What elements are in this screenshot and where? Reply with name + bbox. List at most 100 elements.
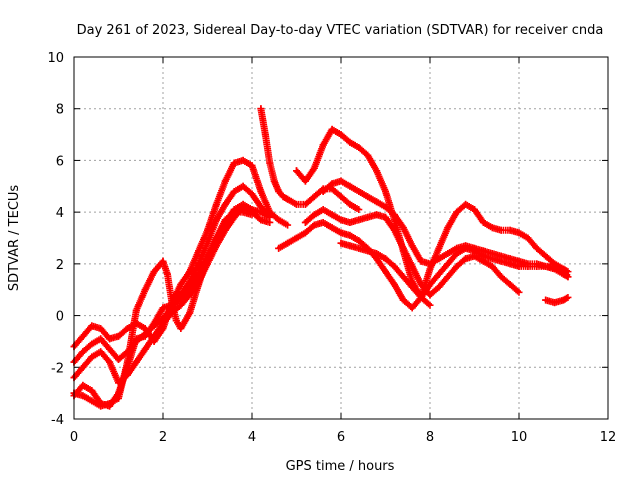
data-point	[426, 291, 434, 299]
data-point	[106, 358, 114, 366]
data-point	[79, 363, 87, 371]
data-point	[364, 247, 372, 255]
data-point	[346, 242, 354, 250]
data-point	[462, 255, 470, 263]
data-point	[355, 187, 363, 195]
data-point	[163, 270, 171, 278]
data-point	[488, 224, 496, 232]
y-tick-label: 0	[56, 310, 64, 325]
y-axis-label: SDTVAR / TECUs	[7, 185, 22, 292]
data-point	[141, 332, 149, 340]
data-point	[293, 200, 300, 208]
data-point	[382, 203, 389, 211]
data-point	[159, 257, 167, 265]
data-point	[301, 218, 309, 226]
data-point	[435, 244, 443, 252]
data-point	[248, 211, 256, 219]
data-point	[408, 283, 416, 291]
data-point	[106, 335, 114, 343]
data-point	[524, 234, 532, 242]
data-point	[453, 244, 461, 252]
data-point	[310, 221, 318, 229]
data-point	[497, 226, 505, 234]
y-tick-label: 8	[56, 103, 64, 118]
data-point	[551, 299, 559, 307]
data-point	[435, 255, 443, 263]
data-point	[79, 348, 87, 356]
data-point	[435, 283, 443, 291]
data-point	[310, 193, 318, 201]
data-point	[355, 237, 363, 245]
data-point	[408, 262, 416, 270]
data-point	[328, 125, 336, 133]
data-point	[123, 358, 131, 366]
data-point	[364, 151, 372, 159]
data-point	[115, 332, 122, 340]
data-point	[270, 177, 278, 185]
data-point	[382, 268, 389, 276]
data-point	[355, 144, 363, 151]
data-point	[279, 193, 287, 201]
data-point	[515, 229, 523, 237]
data-point	[328, 211, 336, 219]
data-point	[479, 257, 487, 265]
data-point	[106, 399, 114, 407]
data-point	[346, 200, 354, 208]
data-point	[444, 224, 452, 232]
data-point	[373, 250, 381, 258]
x-tick-label: 0	[70, 430, 78, 445]
data-point	[88, 340, 96, 348]
data-point	[462, 242, 470, 250]
data-point	[275, 244, 283, 252]
data-point	[515, 288, 523, 296]
data-point	[444, 273, 452, 281]
data-point	[275, 216, 283, 224]
x-tick-label: 6	[337, 430, 345, 445]
grid	[74, 57, 608, 419]
data-point	[426, 301, 434, 309]
series-track-5	[70, 208, 256, 410]
data-point	[155, 262, 163, 270]
data-point	[186, 286, 194, 294]
data-point	[390, 281, 398, 289]
data-point	[346, 218, 354, 226]
x-axis-label: GPS time / hours	[286, 459, 395, 474]
axis-ticks: 0 2 4 6 8 10 12 -4 -2 0 2 4 6 8 10	[47, 51, 616, 445]
data-point	[212, 216, 220, 224]
data-point	[221, 216, 229, 224]
y-tick-label: 4	[56, 206, 64, 221]
data-point	[337, 216, 345, 224]
data-point	[115, 394, 122, 402]
data-point	[337, 193, 345, 201]
data-point	[506, 281, 514, 289]
series-markers	[257, 105, 361, 212]
data-point	[399, 244, 407, 252]
data-point	[212, 234, 220, 242]
data-point	[230, 159, 238, 167]
x-tick-label: 12	[600, 430, 617, 445]
data-point	[355, 216, 363, 224]
data-point	[310, 211, 318, 219]
data-point	[141, 286, 149, 294]
x-tick-label: 4	[248, 430, 256, 445]
y-tick-label: 2	[56, 258, 64, 273]
y-tick-label: 10	[47, 51, 64, 66]
data-point	[221, 200, 229, 208]
data-point	[150, 268, 158, 276]
data-point	[399, 224, 407, 232]
data-point	[319, 218, 327, 226]
data-point	[364, 193, 372, 201]
data-point	[399, 296, 407, 304]
data-point	[382, 213, 389, 221]
data-point	[515, 257, 523, 265]
data-point	[479, 218, 487, 226]
series-track-6	[257, 105, 363, 214]
data-point	[230, 208, 238, 216]
data-point	[97, 348, 105, 356]
data-point	[364, 213, 372, 221]
data-point	[239, 182, 247, 190]
data-point	[248, 162, 256, 170]
data-point	[97, 402, 105, 410]
data-point	[301, 200, 309, 208]
data-point	[150, 332, 158, 340]
